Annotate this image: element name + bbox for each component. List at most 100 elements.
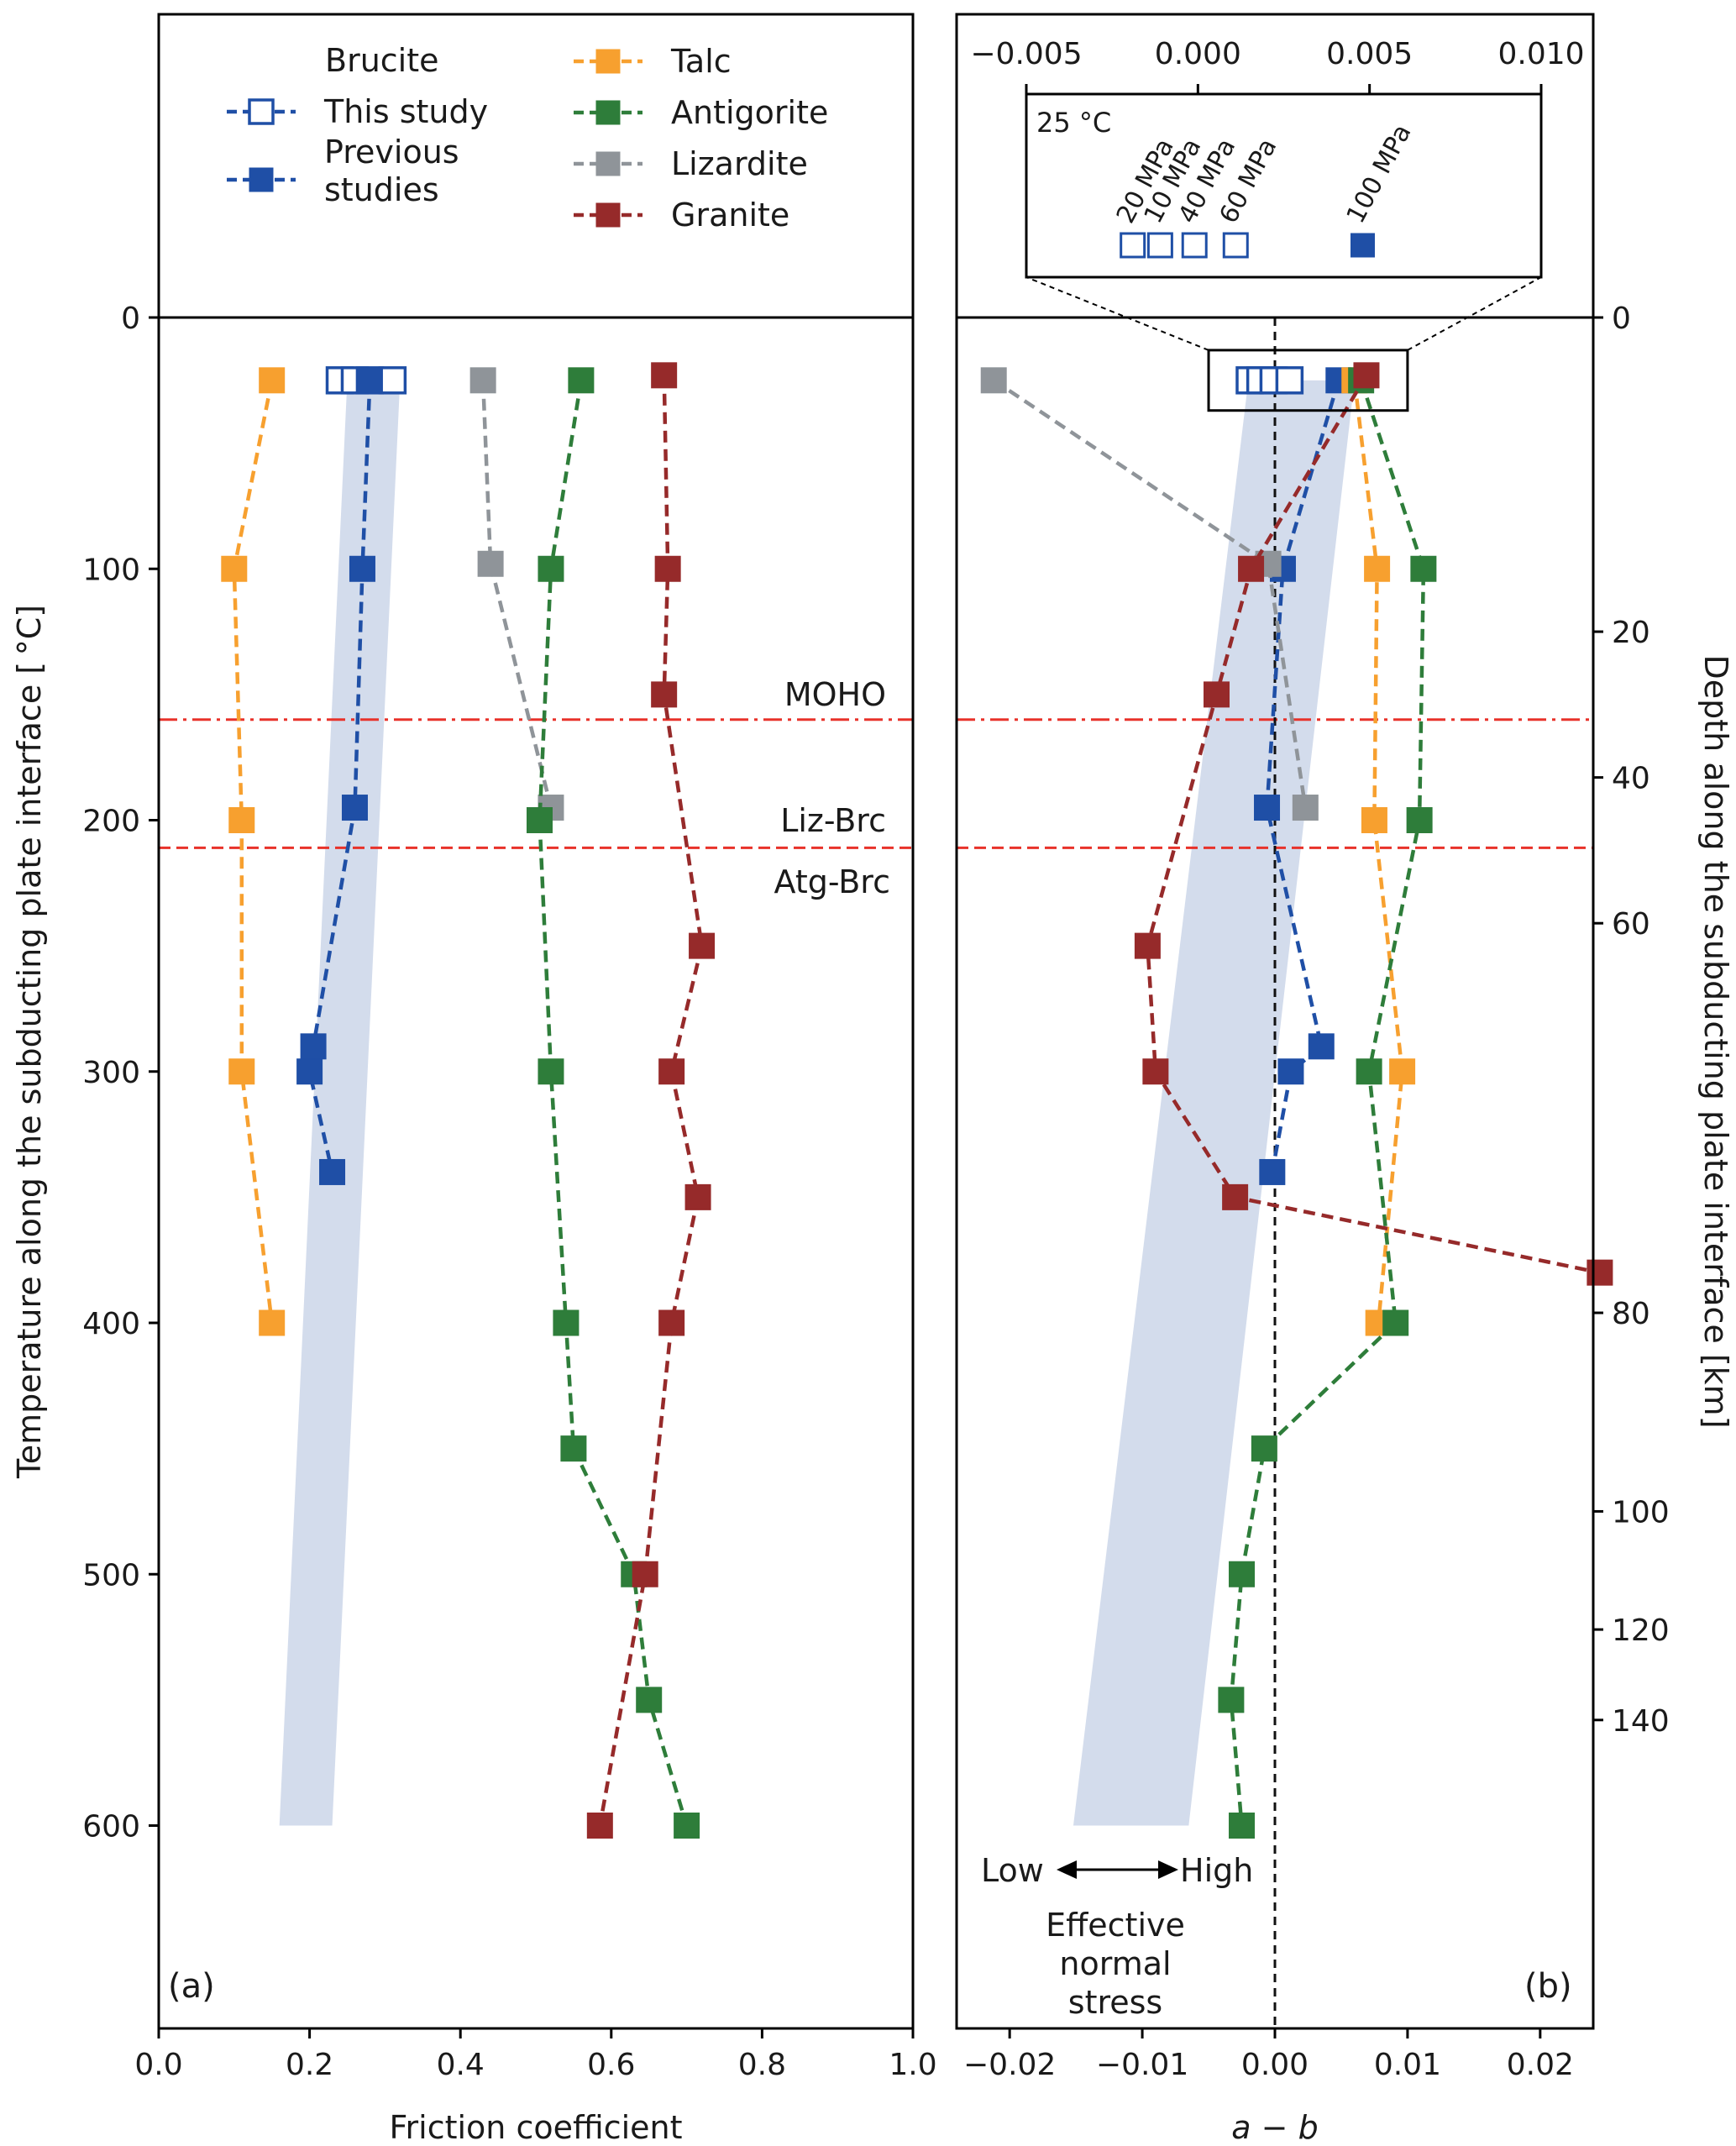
panel-a-brucite-this-study-point-3 xyxy=(378,366,407,395)
panel-b-label: (b) xyxy=(1524,1967,1572,2006)
y-axis-label-right: Depth along the subducting plate interfa… xyxy=(1697,654,1734,1428)
panel-a-label: (a) xyxy=(168,1967,215,2006)
panel-a-xtick-label-3: 0.6 xyxy=(587,2048,635,2082)
legend-antigorite-label: Antigorite xyxy=(671,94,828,131)
panel-b-antigorite-point-2 xyxy=(1406,807,1433,833)
legend-header: Brucite xyxy=(325,42,439,79)
legend-this-study-label: This study xyxy=(323,93,488,130)
panel-a-granite-point-0 xyxy=(651,362,678,389)
x-axis-label-a: Friction coefficient xyxy=(389,2109,682,2146)
panel-a-xtick-label-4: 0.8 xyxy=(738,2048,786,2082)
inset-frame xyxy=(1025,92,1543,279)
y-axis-label-left: Temperature along the subducting plate i… xyxy=(11,605,48,1479)
panel-a-talc-series xyxy=(221,367,286,1336)
stress-high-label: High xyxy=(1180,1852,1253,1889)
panel-a-ytick-label-4: 400 xyxy=(82,1307,140,1341)
legend-this-study: This study xyxy=(227,93,488,130)
inset-xtick-label-3: 0.010 xyxy=(1497,37,1584,71)
panel-b-granite-point-1 xyxy=(1238,555,1265,582)
depth-tick-label-3: 60 xyxy=(1612,907,1650,942)
panel-a-granite-series xyxy=(586,362,716,1839)
inset-xtick-label-2: 0.005 xyxy=(1326,37,1413,71)
panel-a-lizardite-series xyxy=(469,367,564,821)
legend-previous-label-line1: Previous xyxy=(324,134,459,171)
panel-a-lizardite-point-1 xyxy=(477,550,504,577)
panel-b-granite-point-0 xyxy=(1353,362,1380,389)
panel-a-granite-line xyxy=(598,375,704,1826)
panel-b-granite-point-4 xyxy=(1142,1058,1169,1085)
panel-a-xtick-label-1: 0.2 xyxy=(286,2048,333,2082)
panel-b-xtick-label-1: −0.01 xyxy=(1096,2048,1188,2082)
stress-low-label: Low xyxy=(981,1852,1044,1889)
legend-lizardite-label: Lizardite xyxy=(671,145,808,182)
panel-a-brucite-previous-studies-line xyxy=(307,380,372,1173)
panel-b-talc-point-2 xyxy=(1361,807,1387,833)
panel-b-xtick-label-0: −0.02 xyxy=(963,2048,1056,2082)
panel-b-antigorite-point-5 xyxy=(1251,1435,1277,1462)
panel-b-brucite-this-study-series xyxy=(1235,366,1304,395)
panel-a-granite-point-8 xyxy=(586,1813,613,1839)
panel-a-brucite-previous-studies-series xyxy=(296,367,383,1185)
panel-a-brucite-previous-studies-point-1 xyxy=(349,555,375,582)
panel-a-granite-point-3 xyxy=(689,932,716,959)
inset-xtick-label-0: −0.005 xyxy=(970,37,1082,71)
liz-brc-label: Liz-Brc xyxy=(780,802,886,839)
depth-tick-label-6: 120 xyxy=(1612,1613,1670,1648)
inset-point-10-mpa xyxy=(1146,232,1173,259)
panel-a-band xyxy=(279,380,401,1826)
atg-brc-label: Atg-Brc xyxy=(774,863,890,900)
panel-a-antigorite-point-4 xyxy=(553,1309,580,1336)
inset-point-20-mpa xyxy=(1120,232,1146,259)
panel-b-talc-point-3 xyxy=(1389,1058,1416,1085)
panel-b-brucite-previous-studies-point-2 xyxy=(1254,795,1281,821)
panel-a-granite-point-1 xyxy=(654,555,681,582)
panel-b-xtick-label-4: 0.02 xyxy=(1507,2048,1574,2082)
panel-a-antigorite-point-5 xyxy=(560,1435,587,1462)
legend-talc-marker xyxy=(595,49,621,74)
panel-b-lizardite-point-0 xyxy=(980,367,1007,394)
depth-tick-label-4: 80 xyxy=(1612,1297,1650,1331)
panel-b-lizardite-point-2 xyxy=(1292,795,1319,821)
stress-arrow-icon xyxy=(1057,1860,1178,1879)
panel-a-antigorite-line xyxy=(538,380,689,1827)
panel-a-talc-point-1 xyxy=(221,555,248,582)
depth-tick-label-1: 20 xyxy=(1612,616,1650,650)
panel-b-brucite-previous-studies-point-5 xyxy=(1259,1158,1286,1185)
panel-a-granite-point-6 xyxy=(658,1309,685,1336)
panel-b-granite-point-6 xyxy=(1587,1259,1613,1286)
panel-a-brucite-previous-studies-point-4 xyxy=(296,1058,323,1085)
panel-a-frame xyxy=(157,13,915,2030)
panel-b-antigorite-point-6 xyxy=(1229,1561,1256,1587)
legend-previous-marker xyxy=(249,167,274,192)
panel-b-antigorite-point-7 xyxy=(1218,1687,1245,1713)
panel-a-granite-point-2 xyxy=(651,681,678,708)
panel-b-talc-line xyxy=(1352,380,1404,1324)
panel-a-brucite-previous-studies-point-0 xyxy=(356,367,383,394)
panel-a-talc-point-4 xyxy=(259,1309,286,1336)
panel-a-granite-point-4 xyxy=(658,1058,685,1085)
panel-b-xtick-label-2: 0.00 xyxy=(1241,2048,1309,2082)
panel-a-granite-point-7 xyxy=(632,1561,658,1587)
zoom-box xyxy=(1207,349,1409,412)
legend-granite-label: Granite xyxy=(671,197,789,233)
inset-point-100-mpa xyxy=(1350,233,1375,258)
panel-a-talc-point-2 xyxy=(228,807,255,833)
panel-a-ytick-label-6: 600 xyxy=(82,1810,140,1844)
panel-a-ytick-label-1: 100 xyxy=(82,553,140,587)
legend-talc: Talc xyxy=(574,43,732,80)
panel-b-antigorite-point-3 xyxy=(1356,1058,1382,1085)
moho-label: MOHO xyxy=(784,676,886,713)
panel-b-brucite-previous-studies-point-4 xyxy=(1277,1058,1304,1085)
legend-previous-label-line2: studies xyxy=(324,171,439,208)
inset-xtick-label-1: 0.000 xyxy=(1155,37,1241,71)
legend-lizardite: Lizardite xyxy=(574,145,808,182)
panel-a-lizardite-line xyxy=(480,380,553,809)
panel-b-brucite-previous-studies-line xyxy=(1265,380,1340,1173)
zoom-connector-right xyxy=(1407,276,1542,351)
panel-b-talc-point-1 xyxy=(1364,555,1391,582)
depth-tick-label-2: 40 xyxy=(1612,762,1650,796)
panel-a-antigorite-point-2 xyxy=(526,807,553,833)
legend-antigorite: Antigorite xyxy=(574,94,828,131)
